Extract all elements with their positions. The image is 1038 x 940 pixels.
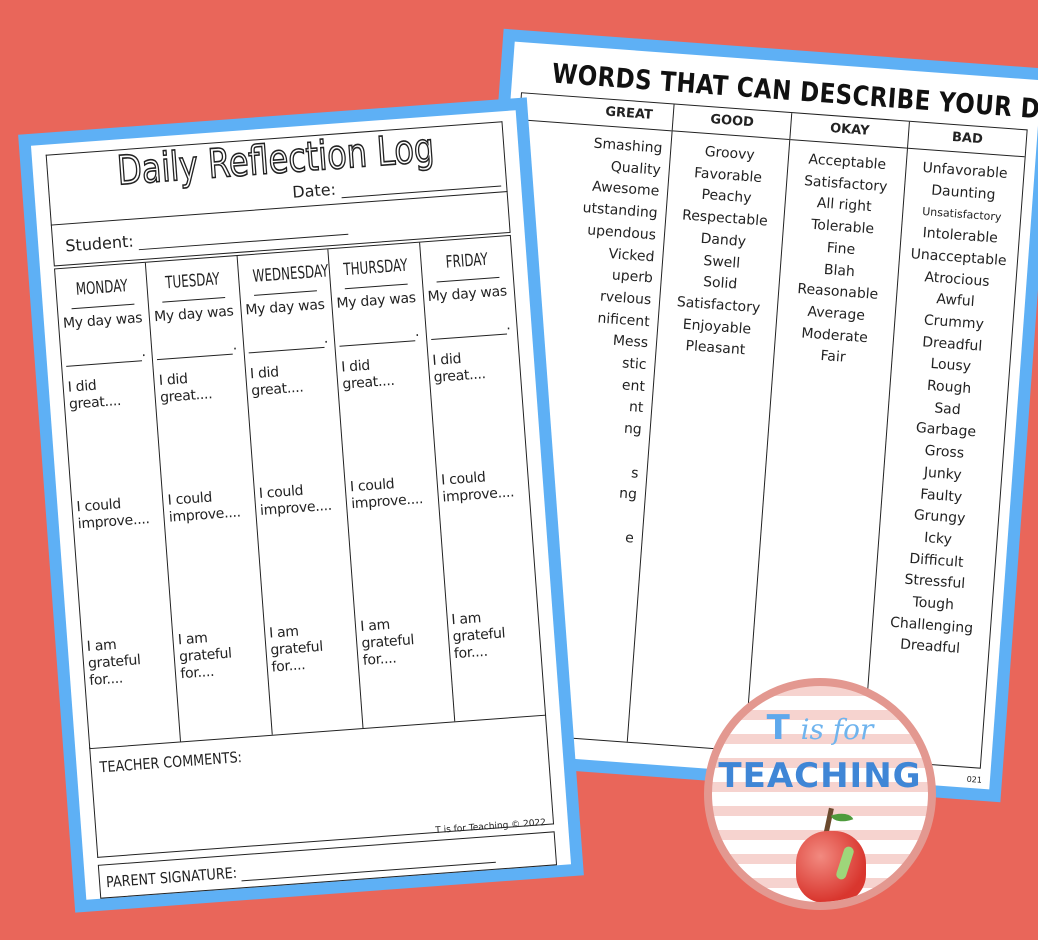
logo-line1: T is for	[712, 708, 928, 748]
apple-icon	[796, 831, 866, 902]
prompt-text: My day was	[335, 290, 417, 312]
answer-line[interactable]	[248, 346, 325, 354]
word-list: Groovy Favorable Peachy Respectable Dandy Swe…	[656, 131, 789, 364]
prompt-grateful: I am grateful for....	[177, 630, 233, 683]
prompt-day-was: My day was.	[427, 283, 515, 341]
answer-line[interactable]	[430, 333, 507, 341]
logo-teaching: TEACHING	[718, 756, 922, 796]
prompt-day-was: My day was.	[153, 303, 242, 361]
prompt-grateful: I am grateful for....	[450, 610, 506, 663]
prompt-day-was: My day was.	[336, 290, 424, 347]
words-copyright: 021	[966, 774, 983, 785]
day-header: WEDNESDAY	[250, 250, 329, 296]
logo-is-for: is for	[800, 713, 874, 746]
prompt-could-improve: I could improve....	[75, 496, 151, 533]
prompt-did-great: I did great....	[431, 350, 487, 386]
prompt-text: My day was	[62, 310, 143, 332]
prompt-text: My day was	[153, 303, 234, 326]
prompt-grateful: I am grateful for....	[86, 636, 142, 689]
prompt-did-great: I did great....	[158, 370, 213, 407]
days-table: MONDAY My day was. I did great.... I cou…	[54, 234, 547, 750]
day-header: FRIDAY	[433, 236, 500, 283]
signature-line	[241, 861, 497, 882]
prompt-could-improve: I could improve....	[167, 489, 242, 526]
word-list: Acceptable Satisfactory All right Tolerable…	[774, 140, 907, 373]
logo-t: T	[766, 708, 790, 748]
prompt-text: My day was	[244, 296, 326, 319]
date-label: Date:	[291, 179, 337, 202]
daily-reflection-log-sheet: Daily Reflection Log Date: Student: MOND…	[18, 97, 584, 913]
log-paper: Daily Reflection Log Date: Student: MOND…	[30, 110, 572, 900]
day-header: MONDAY	[68, 263, 135, 310]
prompt-could-improve: I could improve....	[258, 482, 333, 519]
prompt-day-was: My day was.	[244, 296, 333, 354]
teacher-comments-label: TEACHER COMMENTS:	[99, 748, 243, 777]
apple-leaf-icon	[830, 808, 854, 827]
answer-line[interactable]	[66, 360, 143, 367]
parent-signature-text: PARENT SIGNATURE:	[105, 863, 238, 892]
day-header: TUESDAY	[159, 257, 226, 303]
t-is-for-teaching-logo: T is for TEACHING	[704, 678, 936, 910]
day-header: THURSDAY	[342, 243, 408, 290]
prompt-could-improve: I could improve....	[349, 476, 424, 513]
prompt-day-was: My day was.	[63, 310, 151, 367]
prompt-did-great: I did great....	[249, 364, 304, 400]
prompt-grateful: I am grateful for....	[359, 616, 415, 669]
prompt-text: My day was	[427, 283, 508, 306]
prompt-could-improve: I could improve....	[440, 469, 515, 506]
prompt-grateful: I am grateful for....	[268, 623, 324, 676]
student-line	[139, 233, 349, 251]
prompt-did-great: I did great....	[340, 357, 396, 393]
prompt-did-great: I did great....	[67, 377, 122, 413]
answer-line[interactable]	[157, 353, 234, 361]
answer-line[interactable]	[339, 340, 416, 347]
student-label: Student:	[64, 231, 135, 256]
